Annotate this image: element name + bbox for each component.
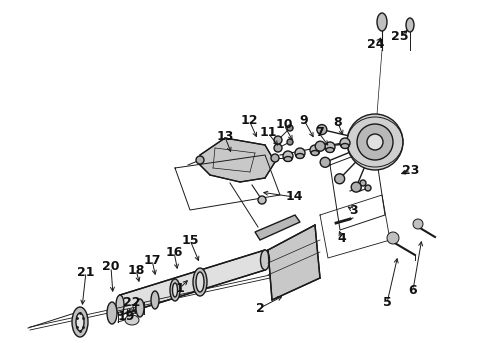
Ellipse shape [170,279,180,301]
Ellipse shape [284,157,292,162]
Polygon shape [200,138,275,182]
Text: 3: 3 [349,203,357,216]
Text: 25: 25 [391,31,409,44]
Circle shape [271,154,279,162]
Ellipse shape [107,302,117,324]
Ellipse shape [76,313,84,331]
Circle shape [355,185,361,191]
Text: 11: 11 [259,126,277,139]
Circle shape [317,125,327,135]
Polygon shape [255,215,300,240]
Ellipse shape [116,295,124,315]
Ellipse shape [377,13,387,31]
Text: 8: 8 [334,117,343,130]
Circle shape [325,142,335,152]
Text: 17: 17 [143,253,161,266]
Ellipse shape [311,150,319,156]
Circle shape [310,145,320,155]
Text: 10: 10 [275,118,293,131]
Circle shape [287,125,293,131]
Ellipse shape [193,268,207,296]
Circle shape [196,156,204,164]
Ellipse shape [172,283,177,297]
Text: 16: 16 [165,246,183,258]
Text: 22: 22 [123,296,141,309]
Circle shape [360,180,366,186]
Text: 4: 4 [338,231,346,244]
Text: 12: 12 [240,113,258,126]
Ellipse shape [136,299,144,317]
Circle shape [274,144,282,152]
Circle shape [284,155,290,161]
Circle shape [351,182,361,192]
Circle shape [357,124,393,160]
Text: 23: 23 [402,163,420,176]
Text: 6: 6 [409,284,417,297]
Ellipse shape [296,153,304,158]
Ellipse shape [196,272,204,292]
Circle shape [295,148,305,158]
Circle shape [413,219,423,229]
Text: 15: 15 [181,234,199,247]
Text: 9: 9 [300,113,308,126]
Text: 1: 1 [175,282,184,294]
Text: 13: 13 [216,130,234,144]
Circle shape [340,138,350,148]
Ellipse shape [406,18,414,32]
Ellipse shape [341,144,349,148]
Text: 7: 7 [315,126,323,139]
Circle shape [274,136,282,144]
Circle shape [367,134,383,150]
Text: 18: 18 [127,264,145,276]
Polygon shape [268,225,320,300]
Circle shape [315,141,325,151]
Circle shape [365,185,371,191]
Ellipse shape [125,315,139,325]
Circle shape [335,174,344,184]
Circle shape [347,114,403,170]
Text: 24: 24 [367,39,385,51]
Text: 5: 5 [383,297,392,310]
Text: 21: 21 [77,266,95,279]
Text: 2: 2 [256,302,265,315]
Text: 14: 14 [285,190,303,203]
Ellipse shape [72,307,88,337]
Circle shape [287,139,293,145]
Circle shape [258,196,266,204]
Ellipse shape [261,250,270,270]
Circle shape [387,232,399,244]
Circle shape [283,151,293,161]
Text: 19: 19 [117,310,135,324]
Polygon shape [120,250,265,315]
Text: 20: 20 [102,261,120,274]
Circle shape [320,157,330,167]
Ellipse shape [326,148,334,153]
Ellipse shape [151,291,159,309]
